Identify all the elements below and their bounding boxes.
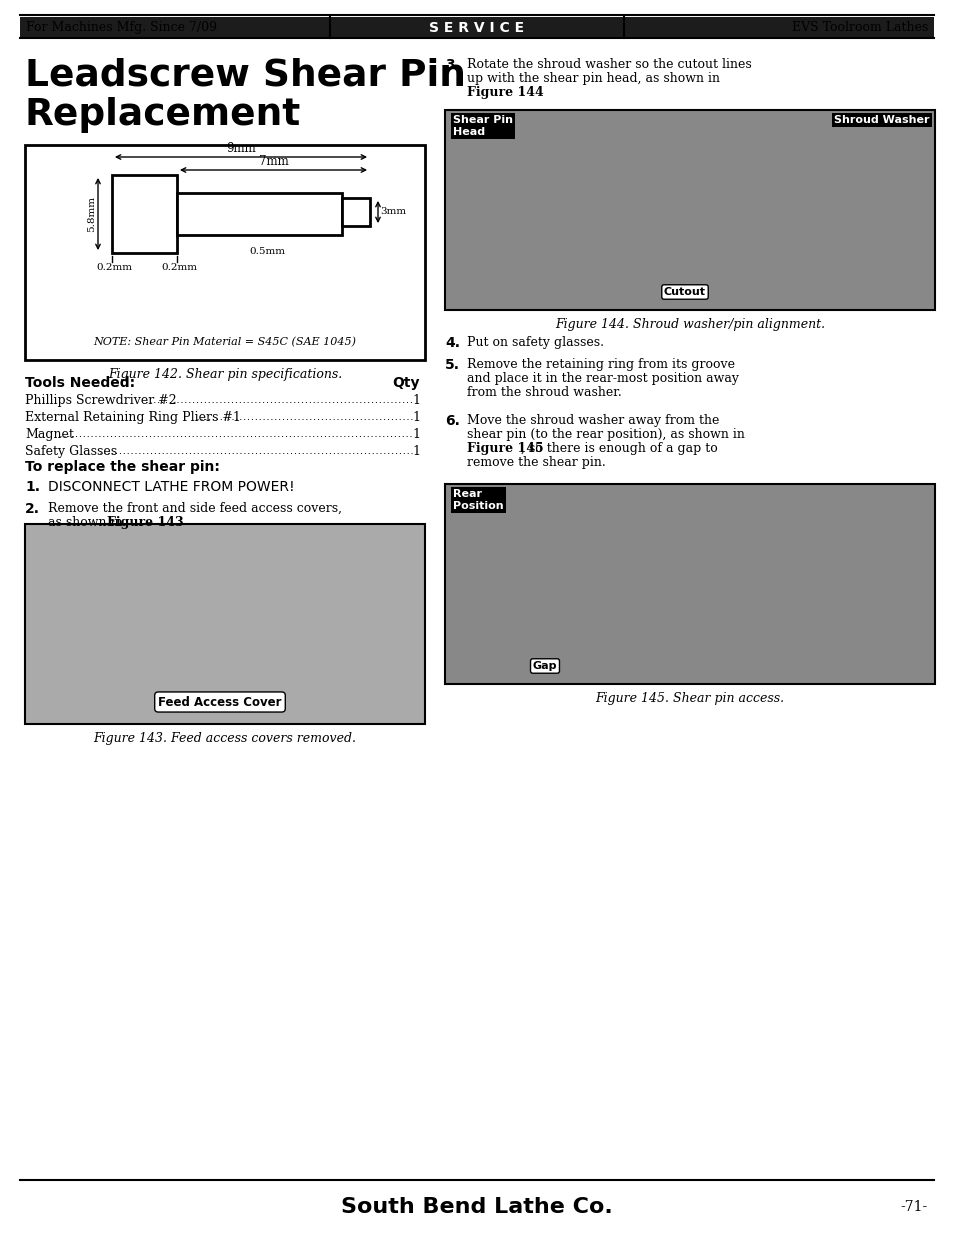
Text: Figure 144. Shroud washer/pin alignment.: Figure 144. Shroud washer/pin alignment. — [555, 317, 824, 331]
Text: -71-: -71- — [900, 1200, 927, 1214]
Text: 4.: 4. — [444, 336, 459, 350]
Text: up with the shear pin head, as shown in: up with the shear pin head, as shown in — [467, 72, 720, 85]
Text: .: . — [520, 86, 524, 99]
Text: EVS Toolroom Lathes: EVS Toolroom Lathes — [791, 21, 927, 35]
Bar — [112, 175, 177, 253]
Text: Magnet: Magnet — [25, 429, 73, 441]
Text: Rotate the shroud washer so the cutout lines: Rotate the shroud washer so the cutout l… — [467, 58, 751, 70]
Bar — [177, 193, 341, 235]
Text: Figure 145. Shear pin access.: Figure 145. Shear pin access. — [595, 692, 783, 705]
Text: 1: 1 — [412, 429, 419, 441]
Text: Shroud Washer: Shroud Washer — [834, 115, 929, 125]
Text: remove the shear pin.: remove the shear pin. — [467, 456, 605, 469]
Bar — [341, 198, 370, 226]
Text: Feed Access Cover: Feed Access Cover — [158, 695, 281, 709]
Bar — [444, 110, 934, 310]
Text: 1: 1 — [412, 445, 419, 458]
Text: DISCONNECT LATHE FROM POWER!: DISCONNECT LATHE FROM POWER! — [48, 480, 294, 494]
Text: S E R V I C E: S E R V I C E — [429, 21, 524, 35]
Text: Leadscrew Shear Pin: Leadscrew Shear Pin — [25, 58, 465, 94]
Text: 5.: 5. — [444, 358, 459, 372]
Text: Phillips Screwdriver #2: Phillips Screwdriver #2 — [25, 394, 176, 408]
Text: For Machines Mfg. Since 7/09: For Machines Mfg. Since 7/09 — [26, 21, 216, 35]
Text: 1.: 1. — [25, 480, 40, 494]
Text: Figure 143. Feed access covers removed.: Figure 143. Feed access covers removed. — [93, 732, 356, 745]
Text: Shear Pin
Head: Shear Pin Head — [453, 115, 513, 137]
Text: Rear
Position: Rear Position — [453, 489, 503, 510]
Text: External Retaining Ring Pliers #1: External Retaining Ring Pliers #1 — [25, 411, 240, 424]
Text: 2.: 2. — [25, 501, 40, 516]
Text: 0.2mm: 0.2mm — [96, 263, 132, 272]
Text: Figure 144: Figure 144 — [467, 86, 543, 99]
Text: 1: 1 — [412, 394, 419, 408]
Text: Put on safety glasses.: Put on safety glasses. — [467, 336, 603, 350]
Text: 3mm: 3mm — [379, 207, 406, 216]
Bar — [25, 524, 424, 724]
Text: 6.: 6. — [444, 414, 459, 429]
Text: NOTE: Shear Pin Material = S45C (SAE 1045): NOTE: Shear Pin Material = S45C (SAE 104… — [93, 337, 356, 347]
Text: Tools Needed:: Tools Needed: — [25, 375, 135, 390]
Bar — [20, 17, 933, 38]
Text: Gap: Gap — [532, 661, 557, 671]
Text: 0.5mm: 0.5mm — [250, 247, 286, 256]
Bar — [444, 484, 934, 684]
Text: Cutout: Cutout — [663, 287, 705, 296]
Text: Figure 145: Figure 145 — [467, 442, 543, 454]
Bar — [25, 144, 424, 359]
Text: shear pin (to the rear position), as shown in: shear pin (to the rear position), as sho… — [467, 429, 744, 441]
Text: Remove the retaining ring from its groove: Remove the retaining ring from its groov… — [467, 358, 734, 370]
Text: and place it in the rear-most position away: and place it in the rear-most position a… — [467, 372, 739, 385]
Text: Qty: Qty — [392, 375, 419, 390]
Text: Replacement: Replacement — [25, 98, 301, 133]
Text: 9mm: 9mm — [226, 142, 255, 156]
Text: Remove the front and side feed access covers,: Remove the front and side feed access co… — [48, 501, 341, 515]
Text: 3.: 3. — [444, 58, 459, 72]
Text: , so there is enough of a gap to: , so there is enough of a gap to — [520, 442, 717, 454]
Text: as shown in: as shown in — [48, 516, 127, 529]
Text: 7mm: 7mm — [258, 156, 288, 168]
Text: To replace the shear pin:: To replace the shear pin: — [25, 459, 219, 474]
Text: Figure 143: Figure 143 — [108, 516, 184, 529]
Text: .: . — [160, 516, 164, 529]
Text: Figure 142. Shear pin specifications.: Figure 142. Shear pin specifications. — [108, 368, 342, 382]
Text: Safety Glasses: Safety Glasses — [25, 445, 117, 458]
Text: Move the shroud washer away from the: Move the shroud washer away from the — [467, 414, 719, 427]
Text: South Bend Lathe Co.: South Bend Lathe Co. — [341, 1197, 612, 1216]
Text: 1: 1 — [412, 411, 419, 424]
Text: 0.2mm: 0.2mm — [161, 263, 196, 272]
Text: from the shroud washer.: from the shroud washer. — [467, 387, 621, 399]
Text: 5.8mm: 5.8mm — [87, 196, 96, 232]
